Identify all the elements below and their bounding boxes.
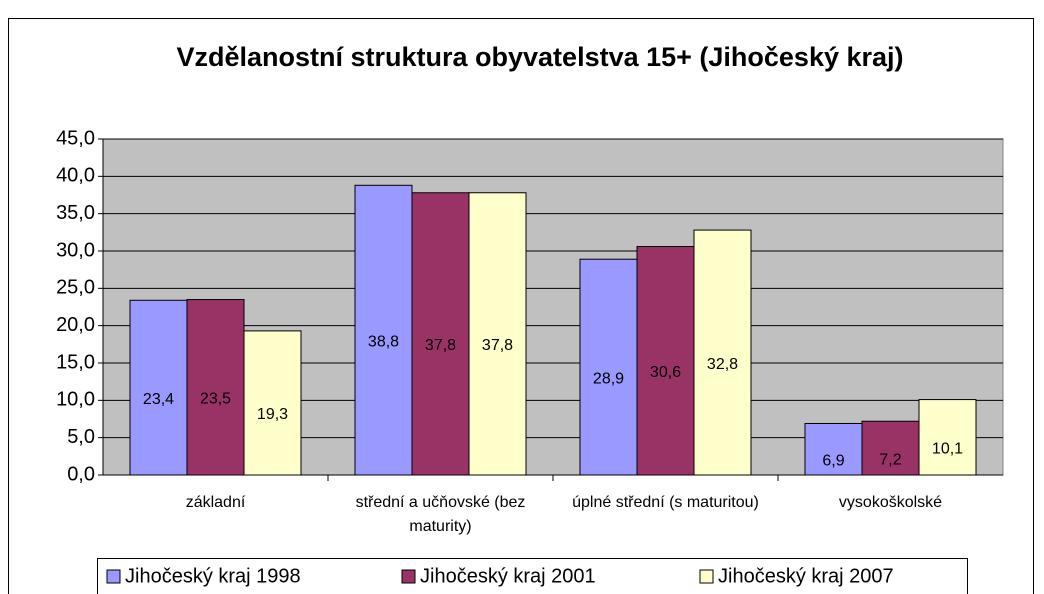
- bar: [468, 192, 527, 476]
- legend-swatch: [106, 569, 121, 584]
- data-label: 37,8: [482, 337, 513, 354]
- bar: [354, 184, 413, 476]
- bar: [804, 422, 863, 476]
- x-tick-label: základní: [185, 494, 246, 511]
- bar: [918, 399, 977, 476]
- y-tick-label: 35,0: [56, 202, 95, 224]
- legend-swatch: [699, 569, 714, 584]
- bar: [243, 330, 302, 476]
- y-tick-label: 5,0: [67, 426, 95, 448]
- chart-title: Vzdělanostní struktura obyvatelstva 15+ …: [176, 42, 904, 72]
- x-tick-label: vysokoškolské: [838, 494, 943, 511]
- data-label: 23,4: [143, 391, 174, 408]
- data-label: 37,8: [425, 337, 456, 354]
- bar: [693, 229, 752, 476]
- y-tick-label: 40,0: [56, 165, 95, 187]
- data-label: 6,9: [822, 452, 844, 469]
- y-tick-label: 15,0: [56, 351, 95, 373]
- bar: [411, 192, 470, 476]
- legend-label: Jihočeský kraj 2007: [718, 565, 894, 587]
- y-tick-label: 10,0: [56, 389, 95, 411]
- x-tick-label: úplné střední (s maturitou): [572, 494, 759, 511]
- legend: [97, 558, 968, 594]
- legend-label: Jihočeský kraj 2001: [420, 565, 596, 587]
- x-tick-label: střední a učňovské (bez maturity): [355, 494, 526, 535]
- y-tick-label: 0,0: [67, 463, 95, 485]
- legend-swatch: [401, 569, 416, 584]
- data-label: 19,3: [257, 406, 288, 423]
- data-label: 38,8: [368, 333, 399, 350]
- y-tick-label: 20,0: [56, 314, 95, 336]
- data-label: 10,1: [932, 441, 963, 458]
- data-label: 32,8: [707, 356, 738, 373]
- y-tick-label: 25,0: [56, 277, 95, 299]
- bar: [186, 299, 245, 476]
- data-label: 7,2: [879, 451, 901, 468]
- y-tick-label: 30,0: [56, 239, 95, 261]
- bar: [129, 299, 188, 476]
- data-label: 30,6: [650, 364, 681, 381]
- y-tick-label: 45,0: [56, 127, 95, 149]
- bar: [579, 258, 638, 476]
- bar: [636, 246, 695, 476]
- data-label: 28,9: [593, 370, 624, 387]
- legend-label: Jihočeský kraj 1998: [125, 565, 301, 587]
- data-label: 23,5: [200, 390, 231, 407]
